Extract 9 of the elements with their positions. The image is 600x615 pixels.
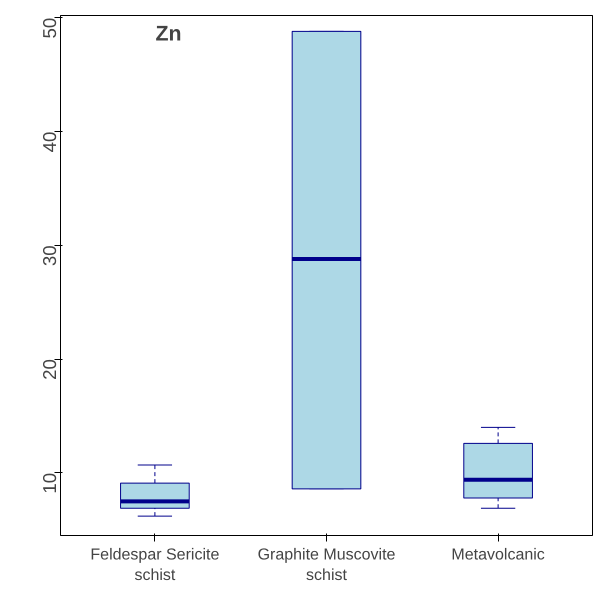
y-tick-label: 40 (39, 132, 60, 152)
y-tick-label: 20 (39, 359, 60, 380)
y-tick-label: 50 (39, 18, 60, 39)
y-tick-label: 30 (39, 245, 60, 266)
annotation: Zn (156, 22, 182, 46)
x-tick-label: Metavolcanic (451, 546, 545, 564)
x-tick-label: Feldespar Sericite schist (90, 546, 220, 584)
x-tick-label: Graphite Muscovite schist (258, 546, 396, 584)
y-tick-label: 10 (39, 472, 60, 494)
